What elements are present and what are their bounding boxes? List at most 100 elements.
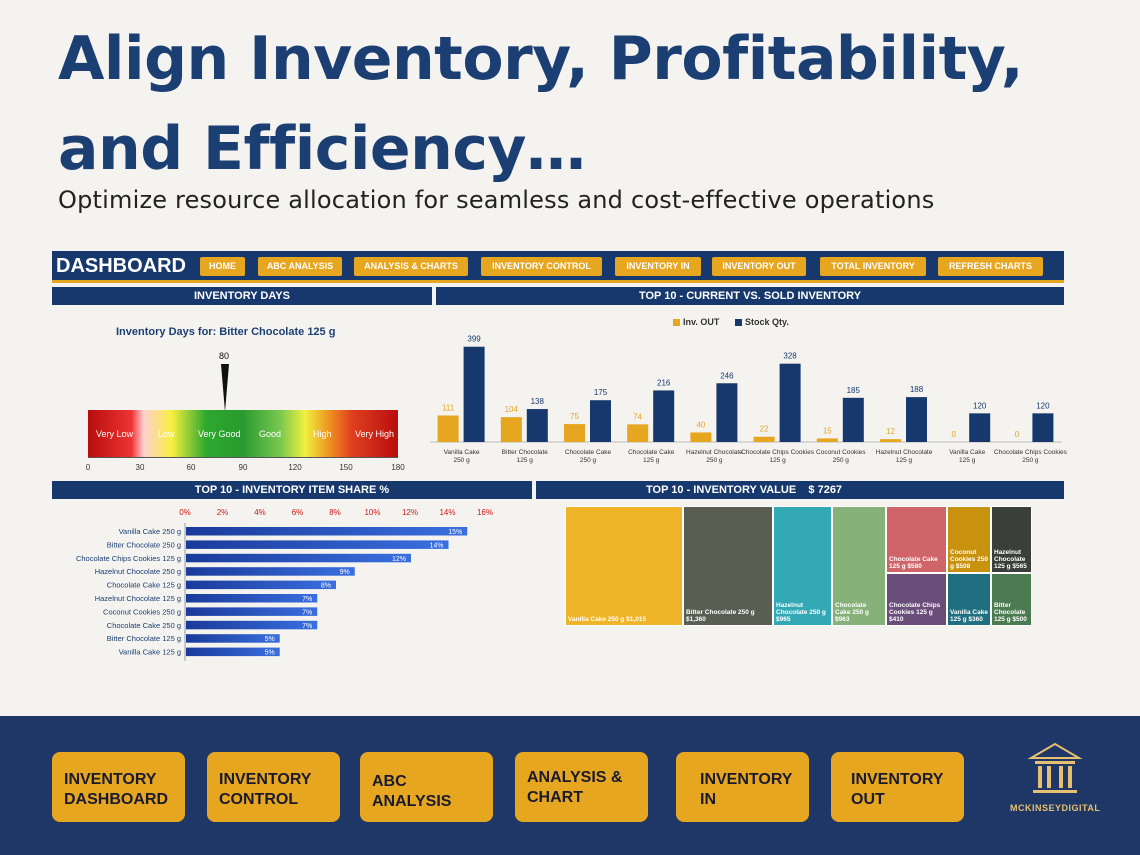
category-label: Chocolate Chips Cookies (994, 449, 1068, 456)
category-label: Coconut Cookies (816, 449, 866, 456)
category-label: 250 g (706, 457, 723, 464)
category-label: 250 g (453, 457, 470, 464)
bar-value-label: 138 (531, 397, 545, 406)
gauge-band-high: High (313, 429, 332, 439)
button-line: DASHBOARD (64, 791, 168, 808)
bar-inv-out (753, 436, 775, 442)
headline: Align Inventory, Profitability, and Effi… (58, 14, 1108, 194)
bar-value-label: 7% (302, 623, 312, 630)
bar-stock-qty (1032, 413, 1054, 442)
abc-analysis-button[interactable]: ABC ANALYSIS (360, 752, 493, 822)
button-line: INVENTORY (219, 771, 312, 788)
gauge-band-bar (88, 410, 398, 457)
bar-value-label: 9% (340, 569, 350, 576)
gauge-band-good: Good (259, 429, 282, 439)
bar-stock-qty (716, 383, 738, 442)
bar-value-label: 0 (1015, 430, 1020, 439)
legend-label: Stock Qty. (745, 317, 789, 327)
bar-inv-out (816, 438, 838, 442)
share-bar (186, 567, 355, 576)
bar-value-label: 7% (302, 609, 312, 616)
inventory-value-treemap: Vanilla Cake 250 g $1,015 Bitter Chocolat… (565, 506, 1032, 626)
bar-value-label: 15 (823, 426, 832, 435)
x-tick-label: 10% (364, 508, 380, 517)
share-bar (186, 634, 280, 643)
category-label: 125 g (959, 457, 976, 464)
x-tick-label: 0% (179, 508, 191, 517)
bar-stock-qty (653, 390, 675, 442)
bar-value-label: 12 (886, 427, 895, 436)
category-label: Vanilla Cake (444, 449, 480, 456)
section-header-inventory-value: TOP 10 - INVENTORY VALUE $ 7267 (536, 481, 1064, 499)
x-tick-label: 12% (402, 508, 418, 517)
company-logo: MCKINSEYDIGITAL (1010, 740, 1100, 830)
item-share-chart: 0% 2% 4% 6% 8% 10% 12% 14% 16% Vanilla Cake 250 g… (76, 508, 493, 661)
category-label: 125 g (643, 457, 660, 464)
bar-value-label: 0 (951, 430, 956, 439)
bar-value-label: 15% (448, 529, 462, 536)
legend-label: Inv. OUT (683, 317, 720, 327)
nav-inventory-in-button[interactable]: INVENTORY IN (615, 257, 701, 276)
button-line: OUT (851, 791, 885, 808)
nav-inventory-control-button[interactable]: INVENTORY CONTROL (481, 257, 602, 276)
bar-value-label: 5% (265, 650, 275, 657)
nav-refresh-charts-button[interactable]: REFRESH CHARTS (938, 257, 1043, 276)
inventory-value-amount: $ 7267 (808, 484, 843, 496)
button-line: ABC ANALYSIS (372, 773, 452, 810)
analysis-chart-button[interactable]: ANALYSIS & CHART (515, 752, 648, 822)
x-tick-label: 4% (254, 508, 266, 517)
bar-stock-qty (779, 363, 801, 442)
button-line: ANALYSIS & (527, 769, 623, 786)
legend-swatch (673, 319, 680, 327)
bar-value-label: 8% (321, 583, 331, 590)
bar-inv-out (437, 415, 459, 442)
section-header-item-share: TOP 10 - INVENTORY ITEM SHARE % (52, 481, 532, 499)
nav-analysis-charts-button[interactable]: ANALYSIS & CHARTS (354, 257, 468, 276)
category-label: 125 g (896, 457, 913, 464)
category-label: 125 g (769, 457, 786, 464)
nav-total-inventory-button[interactable]: TOTAL INVENTORY (820, 257, 926, 276)
legend-inv-out: Inv. OUT (673, 317, 719, 327)
x-tick-label: 2% (217, 508, 229, 517)
nav-abc-analysis-button[interactable]: ABC ANALYSIS (258, 257, 342, 276)
bar-value-label: 74 (633, 412, 642, 421)
bar-inv-out (690, 432, 712, 442)
gauge-value: 80 (219, 351, 230, 361)
category-label: Chocolate Cake (565, 449, 612, 456)
bar-stock-qty (463, 346, 485, 442)
headline-line-1: Align Inventory, Profitability, (58, 24, 1024, 94)
bar-value-label: 328 (783, 352, 797, 361)
share-bar (186, 540, 449, 549)
bar-value-label: 111 (442, 403, 455, 412)
inventory-control-button[interactable]: INVENTORY CONTROL (207, 752, 340, 822)
gauge-axis (88, 457, 398, 458)
legend-stock-qty: Stock Qty. (735, 317, 789, 327)
inventory-in-button[interactable]: INVENTORY IN (676, 752, 809, 822)
category-label: 250 g (1022, 457, 1039, 464)
treemap-tile: Bitter Chocolate 125 g $500 (991, 573, 1032, 626)
category-label: 250 g (580, 457, 597, 464)
treemap-tile: Chocolate Chips Cookies 125 g $410 (886, 573, 947, 626)
category-label: Chocolate Cake 250 g (107, 621, 181, 630)
bar-value-label: 14% (429, 542, 443, 549)
nav-home-button[interactable]: HOME (200, 257, 245, 276)
share-bar (186, 594, 318, 603)
inventory-out-button[interactable]: INVENTORY OUT (831, 752, 964, 822)
share-bar (186, 620, 318, 630)
gauge-title: Inventory Days for: Bitter Chocolate 125… (116, 326, 336, 338)
button-line: INVENTORY (851, 771, 944, 788)
bar-inv-out (500, 417, 522, 442)
category-label: Hazelnut Chocolate 250 g (95, 567, 181, 576)
nav-inventory-out-button[interactable]: INVENTORY OUT (712, 257, 806, 276)
treemap-tile: Hazelnut Chocolate 250 g $965 (773, 506, 832, 626)
gauge-band-very-low: Very Low (96, 429, 134, 439)
bar-value-label: 22 (760, 425, 769, 434)
share-bar (186, 553, 411, 563)
gauge-band-low: Low (158, 429, 175, 439)
category-label: Chocolate Cake 125 g (107, 581, 181, 590)
category-label: Bitter Chocolate 250 g (107, 540, 181, 549)
treemap-tile: Chocolate Cake 250 g $963 (832, 506, 886, 626)
inventory-dashboard-button[interactable]: INVENTORY DASHBOARD (52, 752, 185, 822)
x-tick-label: 16% (477, 508, 493, 517)
category-label: Vanilla Cake 125 g (119, 648, 181, 657)
